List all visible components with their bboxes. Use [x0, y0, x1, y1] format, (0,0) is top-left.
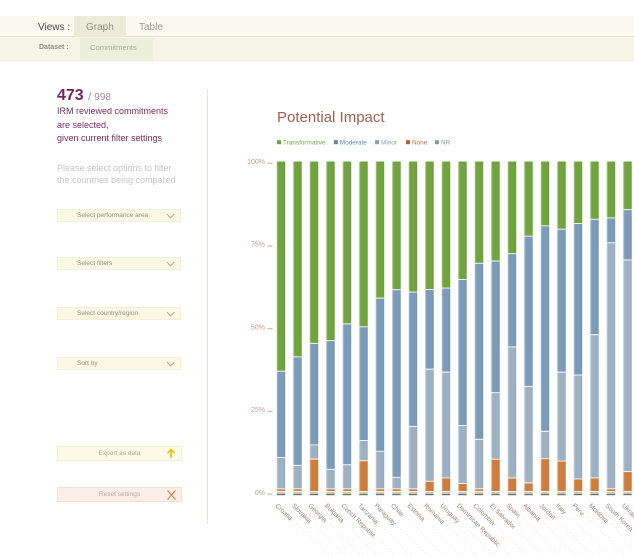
svg-text:NR: NR [441, 140, 451, 147]
svg-text:0%: 0% [255, 490, 265, 497]
svg-text:Peru: Peru [571, 503, 586, 518]
svg-text:Transformative: Transformative [283, 140, 326, 147]
svg-text:25%: 25% [251, 407, 265, 414]
svg-text:75%: 75% [251, 242, 265, 249]
svg-text:50%: 50% [251, 324, 265, 331]
svg-text:None: None [412, 140, 428, 147]
svg-text:Minor: Minor [381, 140, 398, 147]
svg-text:100%: 100% [247, 159, 265, 166]
svg-text:Jordan: Jordan [538, 503, 557, 522]
svg-text:Italy: Italy [554, 503, 568, 517]
svg-text:Moderate: Moderate [340, 140, 367, 147]
svg-text:Croatia: Croatia [274, 503, 294, 523]
